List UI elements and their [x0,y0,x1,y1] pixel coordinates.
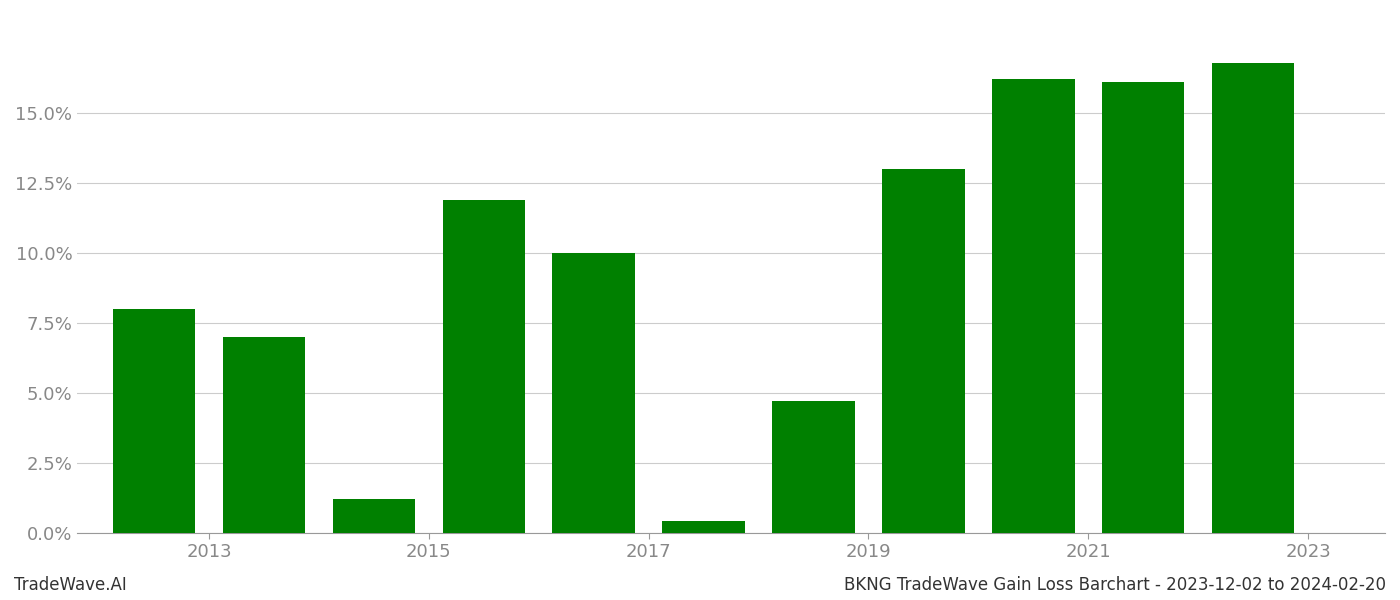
Bar [553,253,634,533]
Bar [1102,82,1184,533]
Bar [442,200,525,533]
Text: TradeWave.AI: TradeWave.AI [14,576,127,594]
Bar [113,309,195,533]
Bar [223,337,305,533]
Bar [333,499,414,533]
Bar [993,79,1075,533]
Bar [773,401,855,533]
Bar [1212,62,1295,533]
Text: BKNG TradeWave Gain Loss Barchart - 2023-12-02 to 2024-02-20: BKNG TradeWave Gain Loss Barchart - 2023… [844,576,1386,594]
Bar [882,169,965,533]
Bar [662,521,745,533]
